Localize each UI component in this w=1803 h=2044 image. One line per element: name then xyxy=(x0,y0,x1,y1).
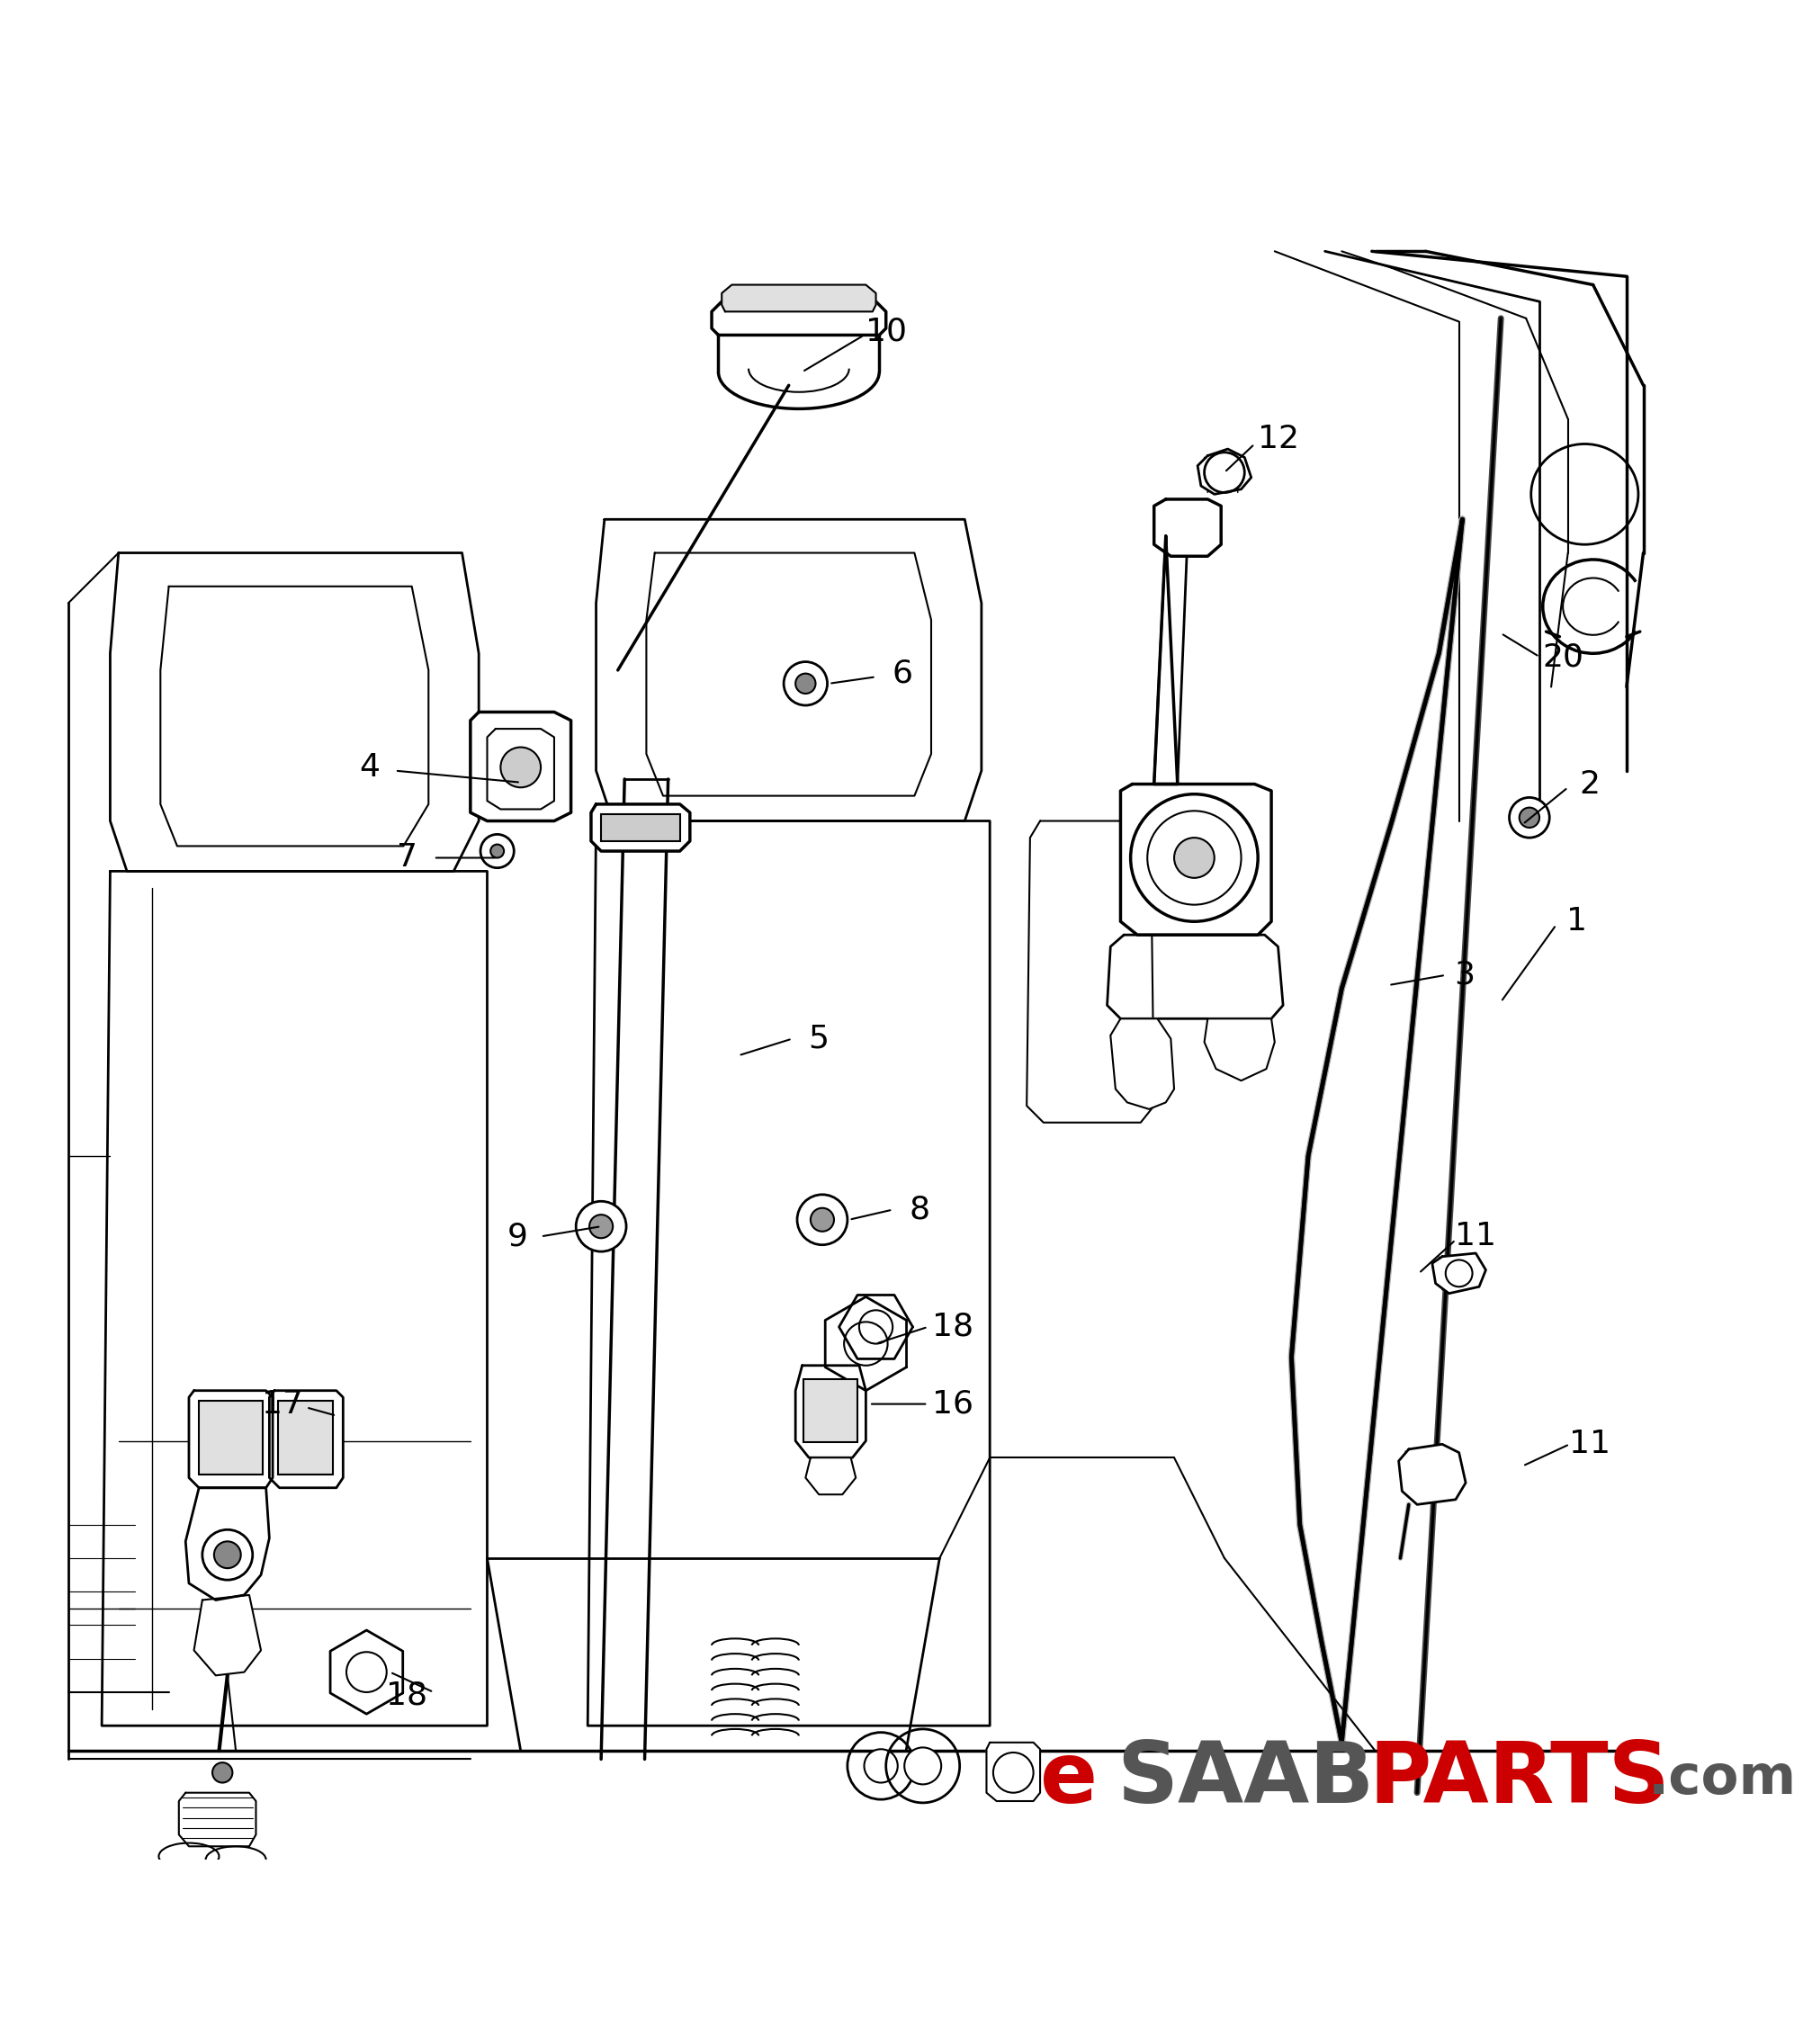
Text: 20: 20 xyxy=(1542,642,1583,672)
Text: 18: 18 xyxy=(932,1312,974,1343)
Polygon shape xyxy=(1154,499,1221,556)
Text: 12: 12 xyxy=(1257,423,1298,454)
Polygon shape xyxy=(110,552,480,871)
Text: .com: .com xyxy=(1648,1754,1798,1805)
Text: 1: 1 xyxy=(1567,905,1587,936)
Text: e: e xyxy=(1040,1737,1098,1821)
Circle shape xyxy=(202,1529,252,1580)
Circle shape xyxy=(797,1194,847,1245)
Text: 5: 5 xyxy=(808,1024,829,1055)
Polygon shape xyxy=(178,1793,256,1846)
Polygon shape xyxy=(1107,934,1284,1018)
Circle shape xyxy=(784,662,828,705)
Circle shape xyxy=(1130,795,1258,922)
Text: SAAB: SAAB xyxy=(1118,1737,1374,1821)
Text: 11: 11 xyxy=(1455,1220,1496,1251)
Bar xyxy=(804,1380,858,1443)
Polygon shape xyxy=(838,1296,912,1359)
Polygon shape xyxy=(1432,1253,1486,1294)
Text: 2: 2 xyxy=(1579,769,1599,799)
Text: PARTS: PARTS xyxy=(1368,1737,1670,1821)
Text: 3: 3 xyxy=(1453,961,1475,991)
Polygon shape xyxy=(1399,1445,1466,1504)
Text: 17: 17 xyxy=(261,1388,303,1419)
Text: 6: 6 xyxy=(892,658,912,689)
Polygon shape xyxy=(588,822,990,1725)
Polygon shape xyxy=(806,1457,856,1494)
Bar xyxy=(198,1400,263,1474)
Circle shape xyxy=(590,1214,613,1239)
Polygon shape xyxy=(712,303,885,335)
Circle shape xyxy=(864,1750,898,1782)
Polygon shape xyxy=(1204,1018,1275,1081)
Polygon shape xyxy=(1111,1018,1174,1110)
Circle shape xyxy=(811,1208,835,1230)
Polygon shape xyxy=(330,1631,402,1715)
Circle shape xyxy=(1174,838,1215,879)
Polygon shape xyxy=(795,1365,865,1457)
Circle shape xyxy=(213,1762,233,1782)
Polygon shape xyxy=(189,1390,272,1488)
Polygon shape xyxy=(721,284,876,311)
Circle shape xyxy=(575,1202,626,1251)
Polygon shape xyxy=(195,1594,261,1676)
Circle shape xyxy=(1204,452,1244,493)
Circle shape xyxy=(795,675,815,693)
Bar xyxy=(278,1400,334,1474)
Polygon shape xyxy=(186,1488,269,1600)
Polygon shape xyxy=(1197,450,1251,495)
Circle shape xyxy=(480,834,514,869)
Text: 16: 16 xyxy=(932,1388,974,1419)
Text: 7: 7 xyxy=(397,842,416,873)
Polygon shape xyxy=(269,1390,343,1488)
Polygon shape xyxy=(1026,822,1154,1122)
Polygon shape xyxy=(1120,785,1271,934)
Text: 18: 18 xyxy=(386,1680,427,1711)
Circle shape xyxy=(1520,807,1540,828)
Circle shape xyxy=(215,1541,242,1568)
Text: 9: 9 xyxy=(507,1220,528,1251)
Polygon shape xyxy=(471,711,572,822)
Polygon shape xyxy=(101,871,487,1725)
Polygon shape xyxy=(597,519,981,822)
Polygon shape xyxy=(591,803,691,850)
Text: 8: 8 xyxy=(909,1194,930,1224)
Polygon shape xyxy=(826,1296,907,1390)
Circle shape xyxy=(501,748,541,787)
Polygon shape xyxy=(986,1741,1040,1801)
Text: 10: 10 xyxy=(865,317,907,347)
Circle shape xyxy=(1509,797,1549,838)
Bar xyxy=(600,814,680,840)
Text: 4: 4 xyxy=(359,752,380,783)
Circle shape xyxy=(905,1748,941,1784)
Circle shape xyxy=(1446,1259,1473,1288)
Circle shape xyxy=(490,844,503,858)
Text: 11: 11 xyxy=(1569,1429,1610,1459)
